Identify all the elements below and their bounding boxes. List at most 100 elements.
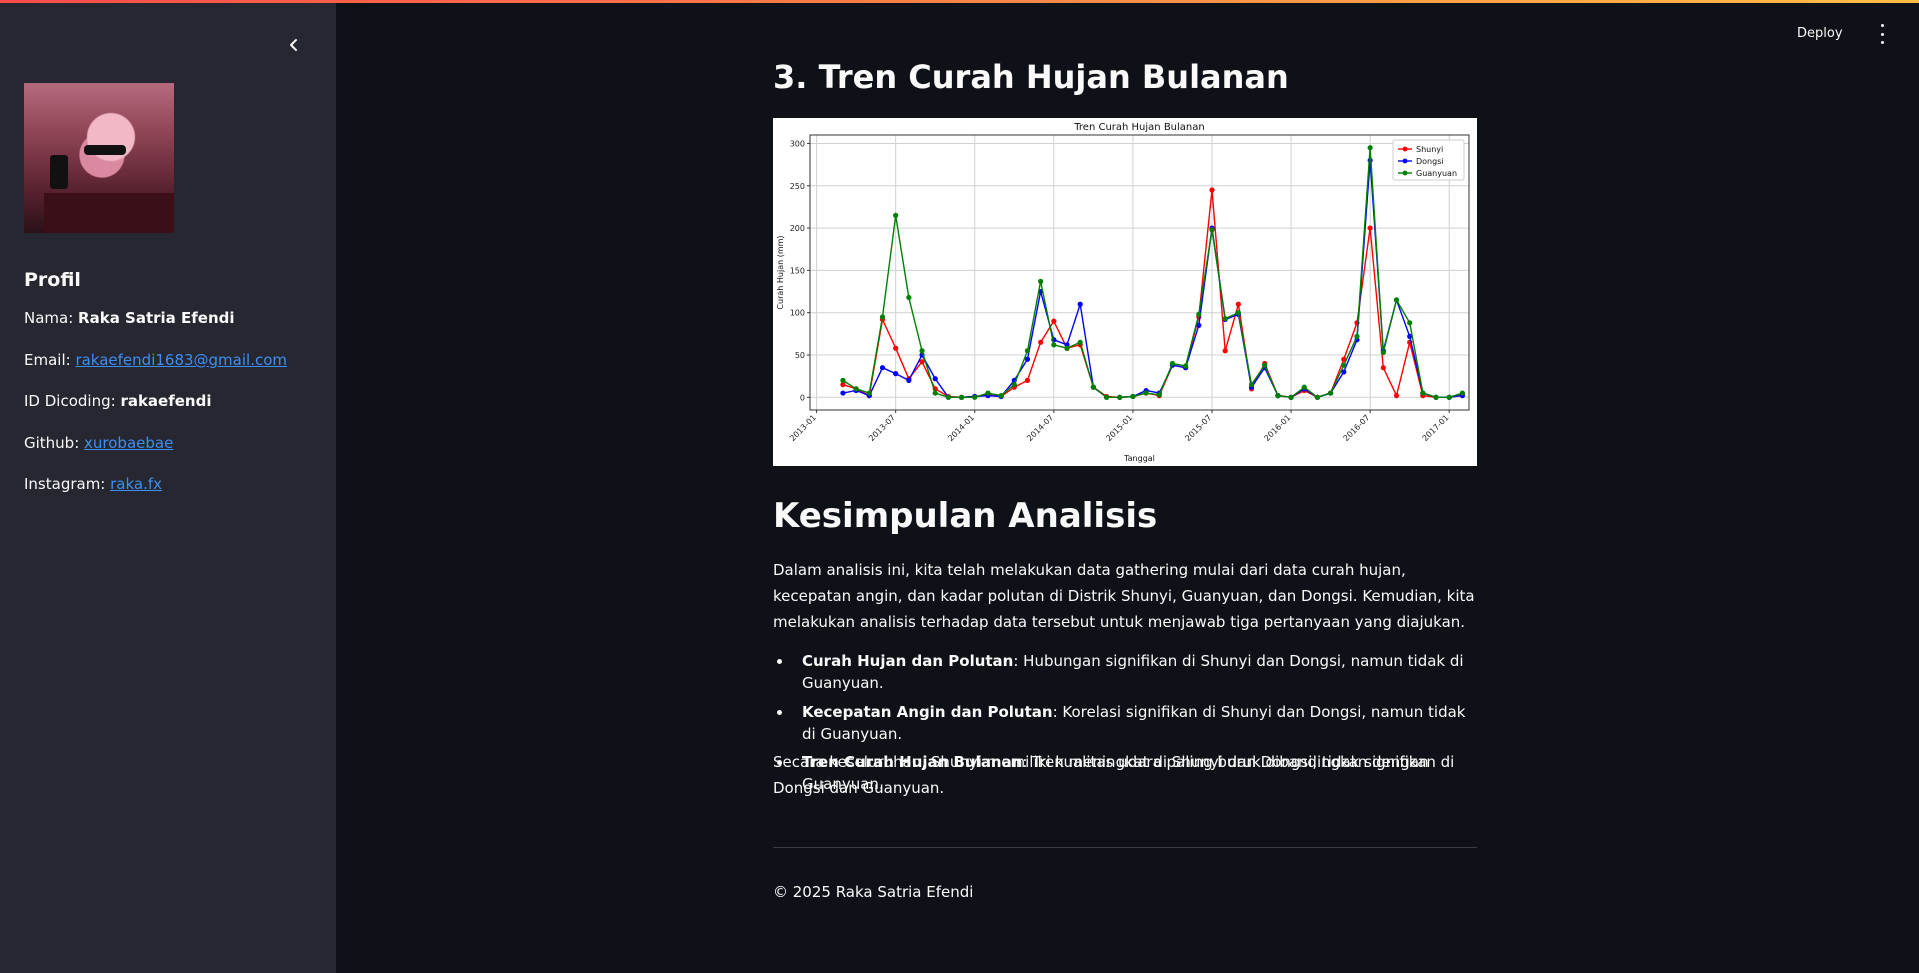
data-point-dongsi <box>1407 333 1413 339</box>
x-tick-label: 2014-07 <box>1025 413 1055 443</box>
legend-label: Shunyi <box>1416 145 1443 154</box>
data-point-guanyuan <box>1209 227 1215 233</box>
profile-dicoding-label: ID Dicoding: <box>24 392 121 410</box>
main-menu-button[interactable] <box>1874 24 1890 44</box>
data-point-dongsi <box>1077 301 1083 307</box>
list-item: Tren Curah Hujan Bulanan: Tren meningkat… <box>773 751 1477 795</box>
chart-image: 0 50 100 150 200 250 300 2013-01 2013-07 2014-01 2… <box>773 118 1477 466</box>
x-tick-label: 2013-01 <box>788 413 818 443</box>
profile-instagram-row: Instagram: raka.fx <box>24 475 162 493</box>
series-line-shunyi <box>842 189 1463 399</box>
series-line-guanyuan <box>842 147 1463 399</box>
data-point-shunyi <box>1209 187 1215 193</box>
profile-email-label: Email: <box>24 351 76 369</box>
legend-label: Dongsi <box>1416 157 1444 166</box>
data-point-dongsi <box>879 365 886 371</box>
kebab-menu-icon <box>1880 24 1884 27</box>
deploy-button[interactable]: Deploy <box>1797 26 1843 41</box>
sidebar: Profil Nama: Raka Satria Efendi Email: r… <box>0 3 336 973</box>
data-point-guanyuan <box>1288 394 1294 400</box>
legend-marker <box>1402 170 1408 176</box>
data-point-guanyuan <box>1143 390 1149 396</box>
data-point-guanyuan <box>1393 297 1400 303</box>
legend-marker <box>1402 158 1408 164</box>
data-point-dongsi <box>932 376 938 382</box>
collapse-sidebar-button[interactable] <box>280 31 308 59</box>
profile-email-link[interactable]: rakaefendi1683@gmail.com <box>75 351 287 369</box>
data-point-guanyuan <box>1156 392 1162 398</box>
x-tick-label: 2016-01 <box>1262 413 1292 443</box>
data-point-guanyuan <box>1354 333 1360 339</box>
data-point-guanyuan <box>1130 393 1136 400</box>
conclusion-title: Kesimpulan Analisis <box>773 496 1158 536</box>
data-point-guanyuan <box>998 393 1004 399</box>
footer-copyright: © 2025 Raka Satria Efendi <box>773 883 974 901</box>
data-point-guanyuan <box>1222 316 1228 322</box>
avatar-shirt <box>44 193 174 233</box>
x-tick-label: 2013-07 <box>867 413 897 443</box>
data-point-shunyi <box>919 359 925 365</box>
y-tick-label: 0 <box>800 393 805 402</box>
data-point-guanyuan <box>1183 363 1189 369</box>
data-point-guanyuan <box>1024 348 1031 354</box>
profile-name-label: Nama: <box>24 309 79 327</box>
data-point-guanyuan <box>919 348 925 354</box>
data-point-guanyuan <box>1341 362 1347 368</box>
list-item-bold: Kecepatan Angin dan Polutan <box>802 702 1053 721</box>
rainfall-chart: 0 50 100 150 200 250 300 2013-01 2013-07 2014-01 2… <box>776 122 1470 463</box>
profile-name-row: Nama: Raka Satria Efendi <box>24 309 235 327</box>
data-point-shunyi <box>1380 365 1386 371</box>
data-point-guanyuan <box>866 390 872 396</box>
conclusion-summary: Secara keseluruhan, Shunyi memiliki kual… <box>773 753 1429 797</box>
y-tick-label: 100 <box>790 309 805 318</box>
chart-title: Tren Curah Hujan Bulanan <box>1073 122 1204 133</box>
data-point-dongsi <box>840 390 846 396</box>
data-point-shunyi <box>1341 356 1347 362</box>
data-point-guanyuan <box>932 390 938 396</box>
y-tick-label: 250 <box>790 182 805 191</box>
legend-label: Guanyuan <box>1416 169 1457 178</box>
x-tick-label: 2016-07 <box>1342 413 1372 443</box>
data-point-shunyi <box>1367 225 1373 231</box>
conclusion-intro: Dalam analisis ini, kita telah melakukan… <box>773 561 1475 631</box>
y-tick-label: 300 <box>790 139 805 148</box>
data-point-guanyuan <box>1169 360 1176 367</box>
profile-dicoding-value: rakaefendi <box>120 392 212 410</box>
x-axis-label: Tanggal <box>1123 454 1155 463</box>
data-point-guanyuan <box>1367 145 1373 151</box>
data-point-guanyuan <box>1103 394 1110 400</box>
profile-github-link[interactable]: xurobaebae <box>84 434 174 452</box>
data-point-guanyuan <box>1380 349 1386 356</box>
app-top-decoration <box>0 0 1919 3</box>
data-point-guanyuan <box>1459 390 1466 396</box>
data-point-dongsi <box>1196 322 1202 328</box>
data-point-guanyuan <box>1433 394 1439 400</box>
data-point-dongsi <box>893 371 899 377</box>
y-axis-label: Curah Hujan (mm) <box>776 235 785 309</box>
data-point-guanyuan <box>945 394 951 400</box>
data-point-guanyuan <box>1446 394 1452 400</box>
data-point-shunyi <box>1051 318 1057 324</box>
data-point-guanyuan <box>1038 278 1044 284</box>
list-item: Kecepatan Angin dan Polutan: Korelasi si… <box>773 701 1477 745</box>
avatar-phone <box>50 155 68 189</box>
data-point-guanyuan <box>1275 393 1281 399</box>
data-point-guanyuan <box>958 394 965 400</box>
data-point-guanyuan <box>1407 320 1413 326</box>
data-point-guanyuan <box>1328 390 1334 396</box>
list-item-bold: Tren Curah Hujan Bulanan <box>802 753 1023 771</box>
data-point-guanyuan <box>1262 362 1268 368</box>
profile-photo <box>24 83 174 233</box>
profile-instagram-link[interactable]: raka.fx <box>110 475 163 493</box>
data-point-dongsi <box>906 377 912 383</box>
section-title: 3. Tren Curah Hujan Bulanan <box>773 58 1289 96</box>
data-point-guanyuan <box>1196 311 1202 317</box>
data-point-dongsi <box>1024 356 1031 362</box>
profile-name-value: Raka Satria Efendi <box>78 309 235 327</box>
x-tick-label: 2017-01 <box>1421 413 1451 443</box>
profile-heading: Profil <box>24 269 81 291</box>
data-point-guanyuan <box>853 386 859 392</box>
data-point-shunyi <box>1038 339 1044 345</box>
data-point-guanyuan <box>985 390 991 396</box>
data-point-guanyuan <box>1248 382 1255 388</box>
